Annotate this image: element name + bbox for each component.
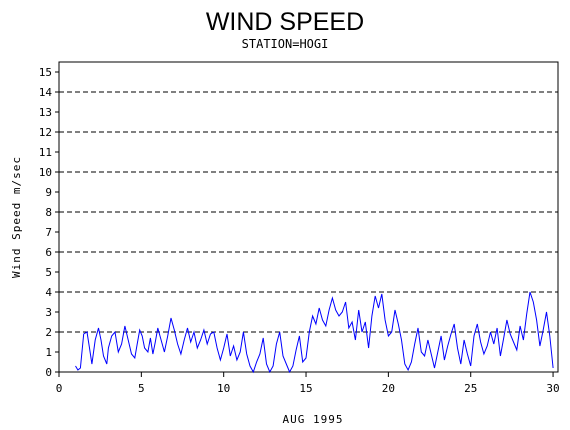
y-tick-label: 12 (39, 126, 52, 139)
y-tick-label: 5 (45, 266, 52, 279)
series-group (75, 291, 554, 374)
chart-subtitle: STATION=HOGI (242, 37, 329, 51)
y-tick-label: 14 (39, 86, 53, 99)
y-axis-label: Wind Speed m/sec (10, 156, 23, 278)
x-tick-label: 15 (299, 382, 312, 395)
y-tick-label: 7 (45, 226, 52, 239)
x-axis-label: AUG 1995 (283, 413, 344, 426)
x-axis-ticks: 0 5 10 15 20 25 30 (56, 372, 560, 395)
x-tick-label: 25 (464, 382, 477, 395)
y-tick-label: 4 (45, 286, 52, 299)
reference-lines (59, 91, 558, 333)
x-tick-label: 20 (382, 382, 395, 395)
y-tick-label: 10 (39, 166, 52, 179)
y-tick-label: 0 (45, 366, 52, 379)
y-tick-label: 8 (45, 206, 52, 219)
y-tick-label: 6 (45, 246, 52, 259)
x-tick-label: 10 (217, 382, 230, 395)
plot-frame (58, 61, 559, 373)
y-tick-label: 11 (39, 146, 52, 159)
y-tick-label: 1 (45, 346, 52, 359)
x-tick-label: 0 (56, 382, 63, 395)
y-tick-label: 9 (45, 186, 52, 199)
y-tick-label: 2 (45, 326, 52, 339)
y-tick-label: 3 (45, 306, 52, 319)
wind-speed-series-line (75, 291, 554, 374)
x-tick-label: 5 (138, 382, 145, 395)
chart-title: WIND SPEED (206, 8, 364, 36)
x-tick-label: 30 (546, 382, 559, 395)
y-tick-label: 13 (39, 106, 52, 119)
y-tick-label: 15 (39, 66, 52, 79)
